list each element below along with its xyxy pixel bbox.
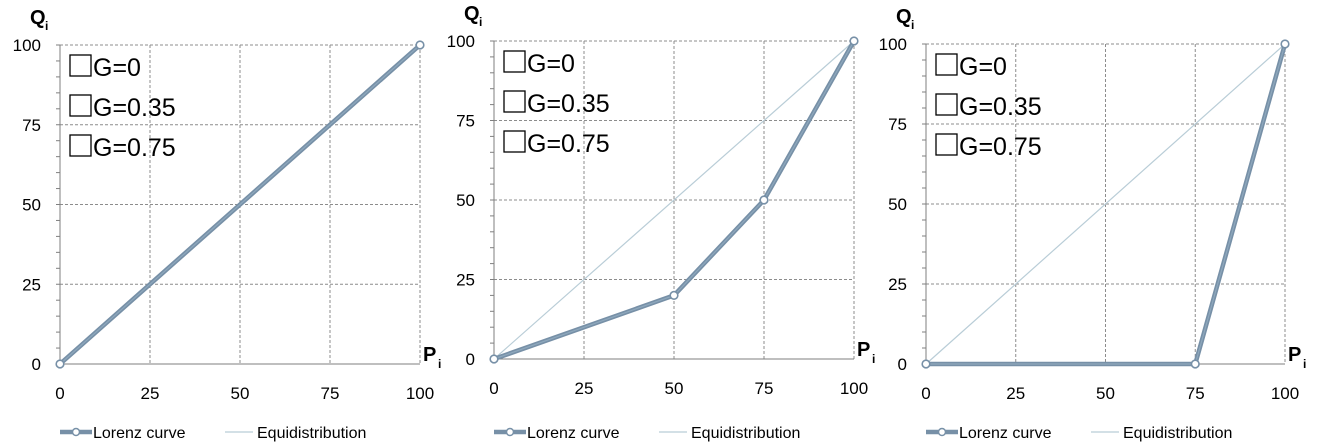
lorenz-curve-point — [415, 40, 425, 50]
y-axis-label-subscript: i — [45, 19, 48, 33]
legend-lorenz-marker — [71, 427, 81, 437]
y-axis-label: Q — [464, 3, 480, 25]
annotation-checkbox-icon — [503, 90, 526, 113]
x-tick-label: 100 — [840, 379, 868, 398]
legend-label-lorenz: Lorenz curve — [93, 425, 186, 442]
y-tick-label: 100 — [447, 32, 475, 51]
x-tick-label: 100 — [406, 384, 434, 403]
y-axis-label-subscript: i — [479, 15, 482, 29]
y-tick-label: 50 — [22, 196, 41, 215]
annotation-checkbox-icon — [503, 50, 526, 73]
annotation-label: G=0.75 — [527, 130, 610, 158]
lorenz-curve-highlight — [493, 40, 855, 360]
legend-lorenz-marker — [937, 427, 947, 437]
y-tick-label: 50 — [456, 191, 475, 210]
lorenz-curve-point — [55, 359, 65, 369]
y-tick-label: 50 — [888, 195, 907, 214]
x-tick-label: 75 — [755, 379, 774, 398]
x-axis-label-subscript: i — [438, 357, 441, 371]
x-tick-label: 50 — [231, 384, 250, 403]
annotation-label: G=0.35 — [527, 90, 610, 118]
y-tick-label: 25 — [888, 275, 907, 294]
x-tick-label: 75 — [321, 384, 340, 403]
x-tick-label: 0 — [489, 379, 498, 398]
legend-label-equidistribution: Equidistribution — [257, 425, 366, 442]
annotation-checkbox-icon — [69, 94, 92, 117]
y-tick-label: 0 — [466, 350, 475, 369]
x-tick-label: 0 — [55, 384, 64, 403]
y-tick-label: 100 — [879, 35, 907, 54]
x-tick-label: 100 — [1271, 384, 1299, 403]
annotation-checkbox-icon — [69, 134, 92, 157]
annotation-checkbox-icon — [935, 93, 958, 116]
annotation-checkbox-icon — [935, 133, 958, 156]
equidistribution-line — [925, 43, 1286, 365]
x-tick-label: 50 — [1096, 384, 1115, 403]
annotation-checkbox-icon — [69, 54, 92, 77]
y-axis-label: Q — [30, 7, 46, 29]
x-tick-label: 25 — [1006, 384, 1025, 403]
x-axis-label-subscript: i — [1303, 357, 1306, 371]
lorenz-curve-point — [849, 36, 859, 46]
y-tick-label: 0 — [32, 355, 41, 374]
lorenz-curve-point — [1190, 359, 1200, 369]
annotation-label: G=0.75 — [93, 134, 176, 162]
x-axis-label-subscript: i — [872, 352, 875, 366]
annotation-checkbox-icon — [503, 130, 526, 153]
lorenz-curve-point — [759, 195, 769, 205]
y-tick-label: 75 — [22, 116, 41, 135]
y-tick-label: 100 — [13, 36, 41, 55]
x-axis-label: P — [857, 339, 870, 361]
y-axis-label: Q — [896, 6, 912, 28]
legend-label-equidistribution: Equidistribution — [1123, 425, 1232, 442]
x-tick-label: 25 — [141, 384, 160, 403]
legend-lorenz-marker — [505, 427, 515, 437]
equidistribution-line — [493, 40, 855, 360]
x-tick-label: 75 — [1186, 384, 1205, 403]
x-axis-label: P — [1288, 344, 1301, 366]
x-tick-label: 0 — [921, 384, 930, 403]
y-tick-label: 25 — [456, 271, 475, 290]
y-tick-label: 75 — [888, 115, 907, 134]
annotation-label: G=0.75 — [959, 133, 1042, 161]
lorenz-curve-point — [669, 290, 679, 301]
annotation-label: G=0 — [93, 54, 141, 82]
x-tick-label: 50 — [665, 379, 684, 398]
lorenz-curve-point — [1280, 39, 1290, 49]
lorenz-curve-highlight — [59, 44, 421, 365]
y-axis-label-subscript: i — [911, 18, 914, 32]
lorenz-curve-point — [921, 359, 931, 369]
lorenz-curve-point — [489, 354, 499, 364]
annotation-label: G=0 — [527, 50, 575, 78]
annotation-checkbox-icon — [935, 53, 958, 76]
legend-label-equidistribution: Equidistribution — [691, 425, 800, 442]
y-tick-label: 75 — [456, 112, 475, 131]
annotation-label: G=0 — [959, 53, 1007, 81]
legend-label-lorenz: Lorenz curve — [527, 425, 620, 442]
y-tick-label: 0 — [898, 355, 907, 374]
x-axis-label: P — [423, 344, 436, 366]
annotation-label: G=0.35 — [959, 93, 1042, 121]
legend-label-lorenz: Lorenz curve — [959, 425, 1052, 442]
y-tick-label: 25 — [22, 275, 41, 294]
annotation-label: G=0.35 — [93, 94, 176, 122]
x-tick-label: 25 — [575, 379, 594, 398]
